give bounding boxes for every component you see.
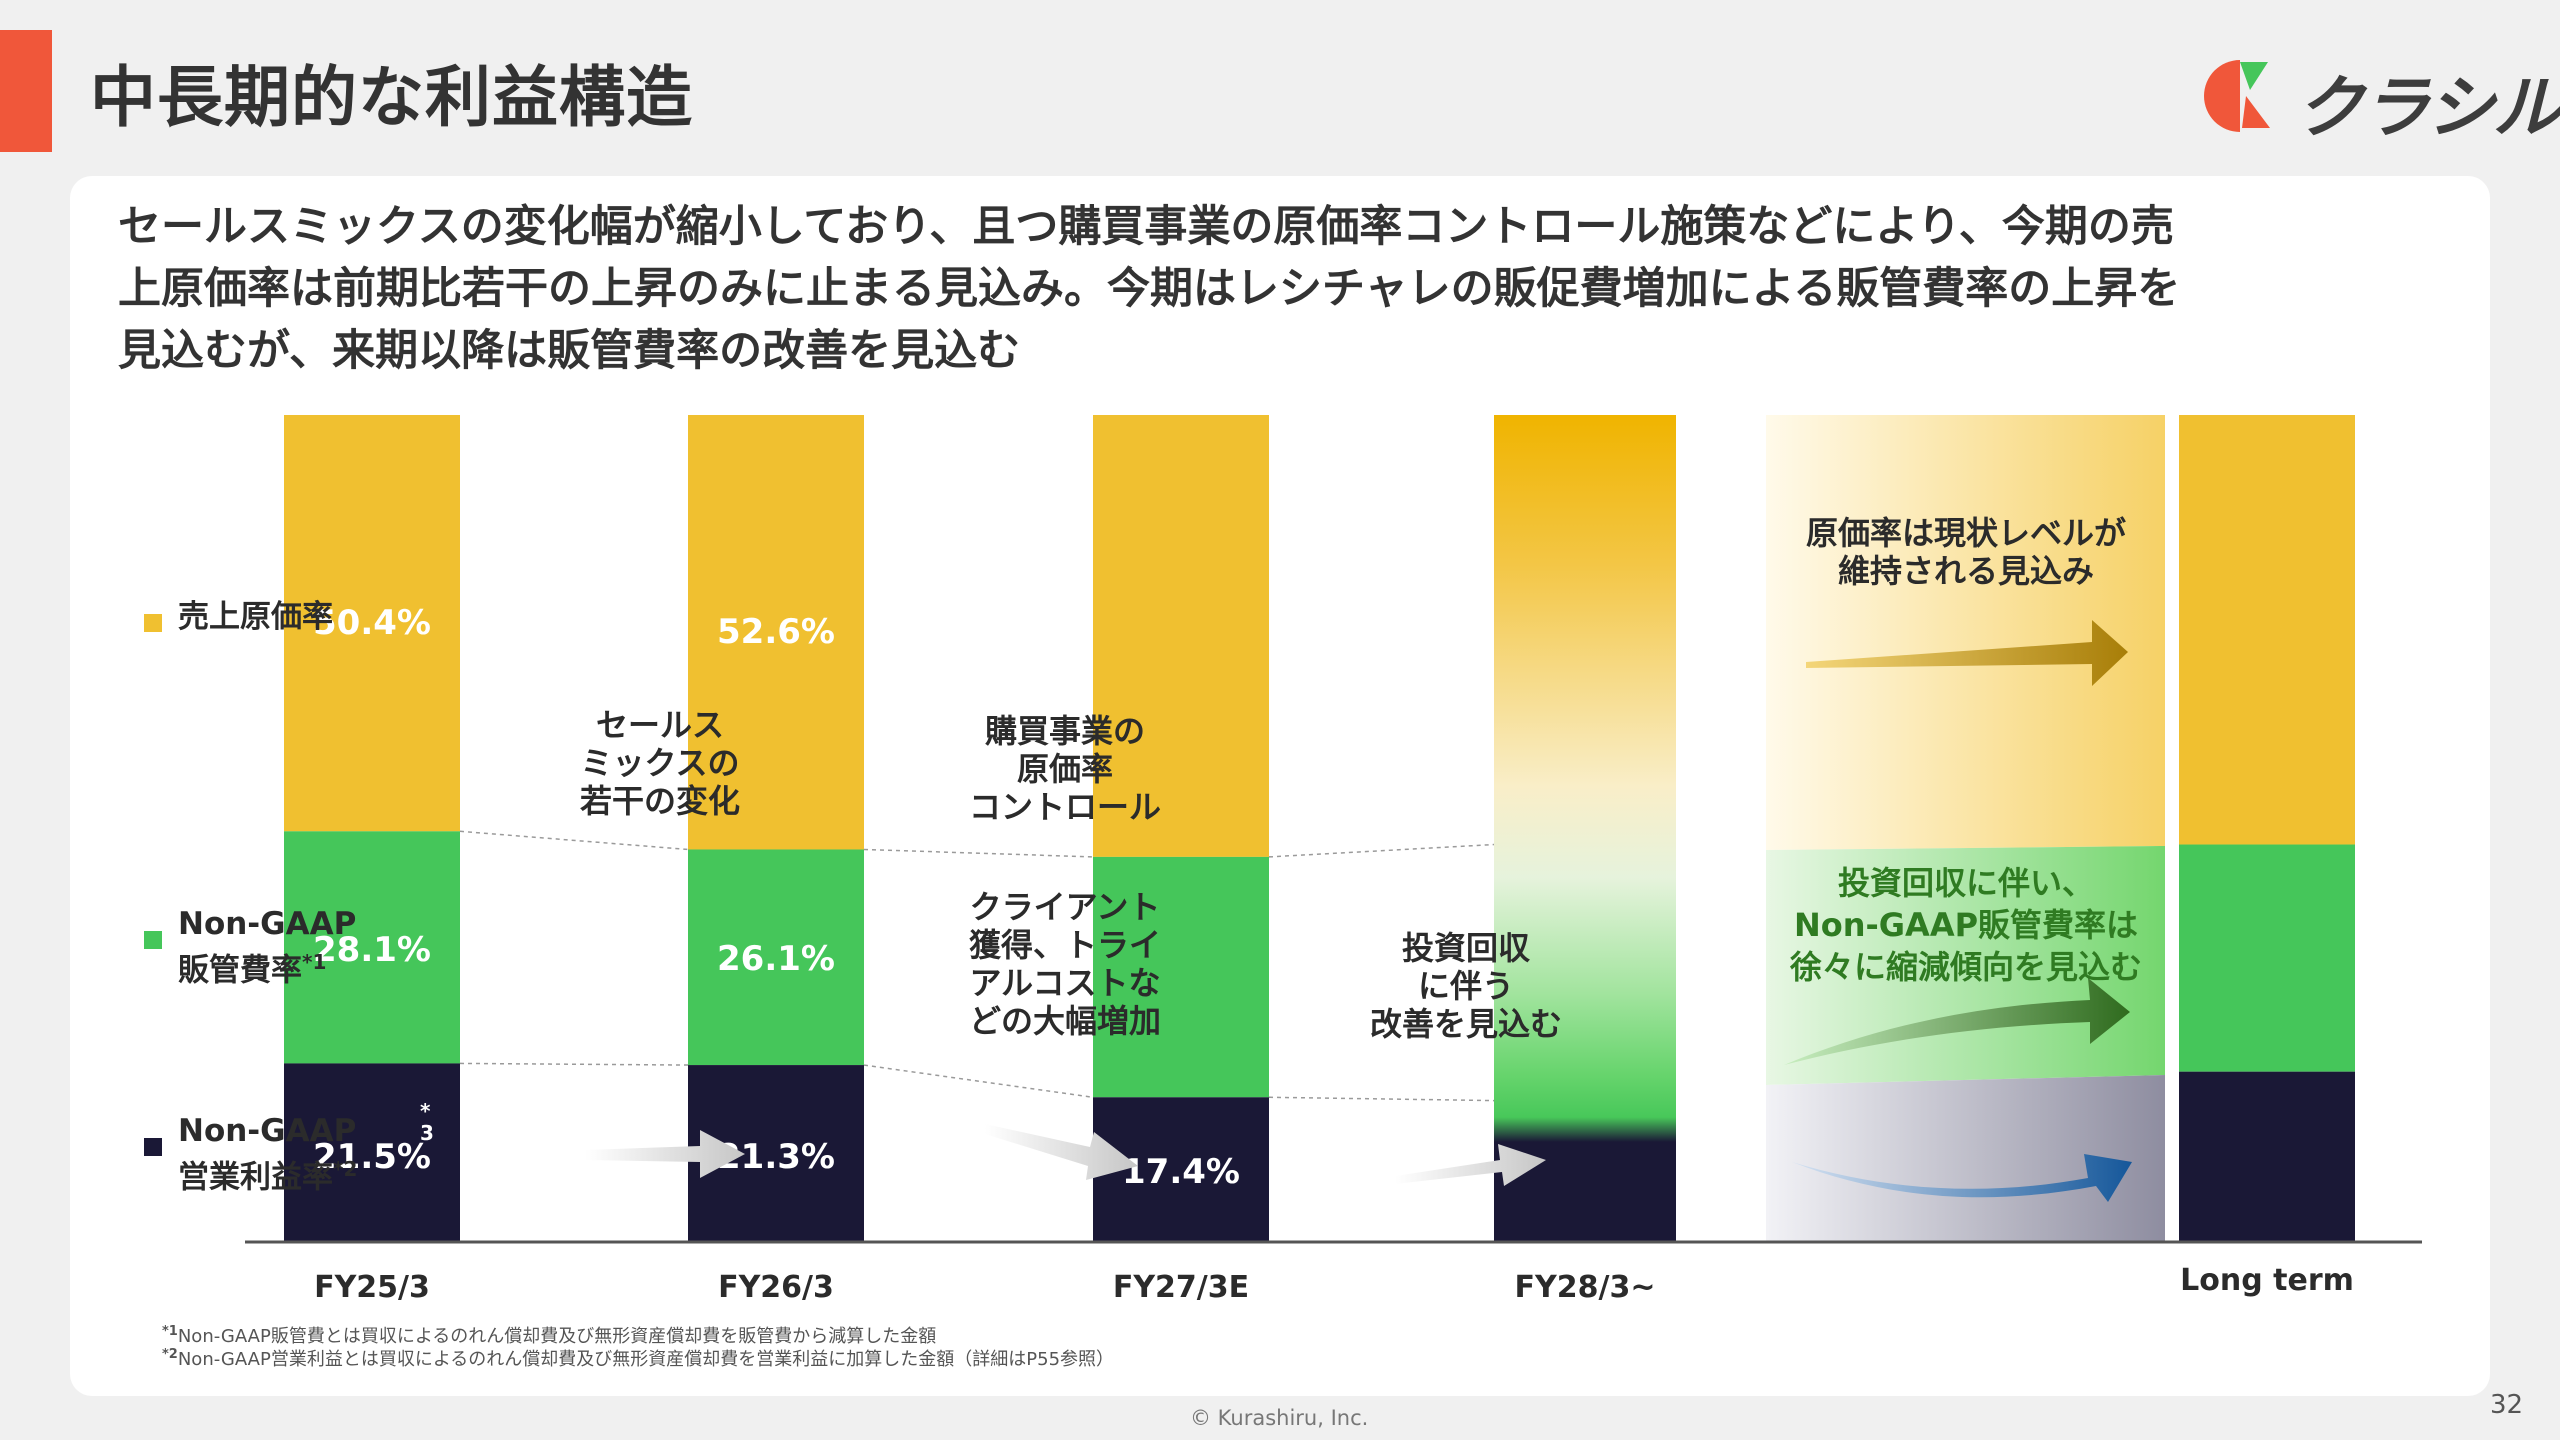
annotation-client-acquisition: クライアント 獲得、トライ アルコストな どの大幅増加 [958, 888, 1172, 1040]
future-band-cogs [1766, 415, 2165, 850]
lead-line-3: 見込むが、来期以降は販管費率の改善を見込む [118, 326, 1021, 376]
footnote-1-mark: *1 [162, 1324, 178, 1339]
legend-op-footnote-mark: *2 [333, 1157, 358, 1181]
x-tick-fy28-3: FY28/3~ [1515, 1270, 1656, 1305]
legend-sga: Non-GAAP 販管費率*1 [144, 905, 356, 989]
bar-fy27-3e-series-1 [1093, 856, 1269, 1098]
annotation-investment-recovery-line1: 投資回収 [1401, 929, 1530, 967]
legend-sga-label-line2: 販管費率 [178, 952, 302, 989]
legend-op-label: Non-GAAP 営業利益率*2 [178, 1112, 357, 1196]
kurashiru-logo: クラシル [2196, 50, 2560, 148]
legend-cogs: 売上原価率 [144, 598, 333, 636]
progression-arrow-3 [1395, 1144, 1546, 1186]
annotation-investment-recovery-line2: に伴う [1417, 967, 1514, 1005]
annotation-sales-mix-line1: セールス [595, 706, 724, 744]
lead-text: セールスミックスの変化幅が縮小しており、且つ購買事業の原価率コントロール施策など… [118, 196, 2448, 382]
data-label-fy25-3-series-0: 50.4% [313, 603, 431, 643]
annotation-client-acquisition-line3: アルコストな [969, 964, 1161, 1002]
annotation-future-cogs: 原価率は現状レベルが 維持される見込み [1766, 514, 2166, 590]
connector-2-0 [1268, 843, 1495, 858]
future-arrow-op [1792, 1154, 2132, 1202]
annotation-client-acquisition-line1: クライアント [969, 888, 1161, 926]
annotation-future-sga-line3: 徐々に縮減傾向を見込む [1789, 948, 2142, 986]
x-tick-fy26-3: FY26/3 [718, 1270, 834, 1305]
footnote-2-mark: *2 [162, 1347, 178, 1362]
copyright: © Kurashiru, Inc. [1190, 1406, 1369, 1430]
connector-1-1 [863, 1064, 1094, 1099]
bar-long-term-series-1 [2179, 844, 2355, 1072]
future-band-op [1766, 1075, 2165, 1241]
annotation-client-acquisition-line2: 獲得、トライ [968, 926, 1161, 964]
bar-fy25-3-series-1 [284, 831, 460, 1064]
footnote-2-text: Non-GAAP営業利益とは買収によるのれん償却費及び無形資産償却費を営業利益に… [177, 1349, 1115, 1370]
future-arrow-cogs [1806, 620, 2128, 686]
connector-1-0 [863, 848, 1094, 858]
annotation-purchase-cost-line1: 購買事業の [984, 712, 1145, 750]
legend-cogs-swatch [144, 614, 162, 632]
annotation-future-cogs-line1: 原価率は現状レベルが [1805, 514, 2126, 552]
annotation-future-sga: 投資回収に伴い、 Non-GAAP販管費率は 徐々に縮減傾向を見込む [1766, 862, 2166, 988]
legend-sga-footnote-mark: *1 [302, 950, 327, 974]
bar-fy25-3-series-0 [284, 415, 460, 832]
annotation-future-sga-line1: 投資回収に伴い、 [1837, 864, 2094, 902]
kurashiru-logo-icon [2204, 60, 2270, 132]
bar-fy26-3-series-1 [688, 849, 864, 1066]
annotation-purchase-cost: 購買事業の 原価率 コントロール [960, 712, 1170, 826]
x-tick-long-term: Long term [2180, 1263, 2354, 1298]
bar-fy28-3-stacked [1494, 415, 1676, 1241]
legend-sga-label: Non-GAAP 販管費率*1 [178, 905, 356, 989]
annotation-sales-mix-line2: ミックスの [580, 744, 740, 782]
bar-fy25-3-series-2 [284, 1063, 460, 1241]
x-tick-fy27-3e: FY27/3E [1113, 1270, 1249, 1305]
legend-op-swatch [144, 1138, 162, 1156]
data-label-fy25-3-series-1: 28.1% [313, 930, 431, 970]
data-label-fy27-3e-series-2: 17.4% [1122, 1152, 1240, 1192]
legend-op: Non-GAAP 営業利益率*2 [144, 1112, 357, 1196]
legend-op-label-line1: Non-GAAP [178, 1113, 357, 1149]
future-arrow-sga [1784, 978, 2130, 1065]
bar-long-term-series-2 [2179, 1071, 2355, 1241]
legend-cogs-label: 売上原価率 [178, 599, 333, 635]
future-band-sga [1766, 846, 2165, 1085]
bar-long-term-series-0 [2179, 415, 2355, 845]
footnote-2: *2Non-GAAP営業利益とは買収によるのれん償却費及び無形資産償却費を営業利… [162, 1345, 1114, 1371]
data-label-fy26-3-series-1: 26.1% [717, 939, 835, 979]
page-number: 32 [2490, 1390, 2524, 1420]
annotation-client-acquisition-line4: どの大幅増加 [968, 1002, 1161, 1040]
lead-line-1: セールスミックスの変化幅が縮小しており、且つ購買事業の原価率コントロール施策など… [118, 202, 2174, 252]
legend-sga-label-line1: Non-GAAP [178, 906, 357, 942]
data-label-fy25-3-series-2: 21.5% [313, 1137, 431, 1177]
footnote-1: *1Non-GAAP販管費とは買収によるのれん償却費及び無形資産償却費を販管費か… [162, 1322, 936, 1348]
footnote-1-text: Non-GAAP販管費とは買収によるのれん償却費及び無形資産償却費を販管費から減… [177, 1326, 937, 1347]
bar-fy26-3-series-0 [688, 415, 864, 850]
annotation-future-sga-line2: Non-GAAP販管費率は [1793, 906, 2139, 944]
logo-wordmark: クラシル [2296, 69, 2560, 148]
data-label-fy26-3-series-0: 52.6% [717, 612, 835, 652]
annotation-investment-recovery: 投資回収 に伴う 改善を見込む [1358, 929, 1574, 1043]
connector-0-1 [459, 1062, 689, 1066]
progression-arrow-2 [985, 1124, 1138, 1180]
x-tick-fy25-3: FY25/3 [314, 1270, 430, 1305]
annotation-purchase-cost-line2: 原価率 [1016, 750, 1113, 788]
bar-fy27-3e-series-0 [1093, 415, 1269, 857]
connector-0-0 [459, 830, 689, 851]
title-accent-bar [0, 30, 52, 152]
lead-line-2: 上原価率は前期比若干の上昇のみに止まる見込み。今期はレシチャレの販促費増加による… [118, 264, 2181, 314]
annotation-sales-mix: セールス ミックスの 若干の変化 [565, 706, 755, 820]
stray-mark-0: * [420, 1099, 431, 1123]
annotation-purchase-cost-line3: コントロール [968, 788, 1161, 826]
stray-mark-1: 3 [420, 1121, 434, 1145]
page-title: 中長期的な利益構造 [90, 59, 693, 136]
annotation-future-cogs-line2: 維持される見込み [1837, 552, 2094, 590]
legend-op-label-line2: 営業利益率 [178, 1159, 333, 1196]
annotation-sales-mix-line3: 若干の変化 [579, 782, 740, 820]
annotation-investment-recovery-line3: 改善を見込む [1369, 1005, 1562, 1043]
legend-sga-swatch [144, 931, 162, 949]
progression-arrow-1 [585, 1130, 745, 1178]
connector-2-1 [1268, 1096, 1495, 1102]
